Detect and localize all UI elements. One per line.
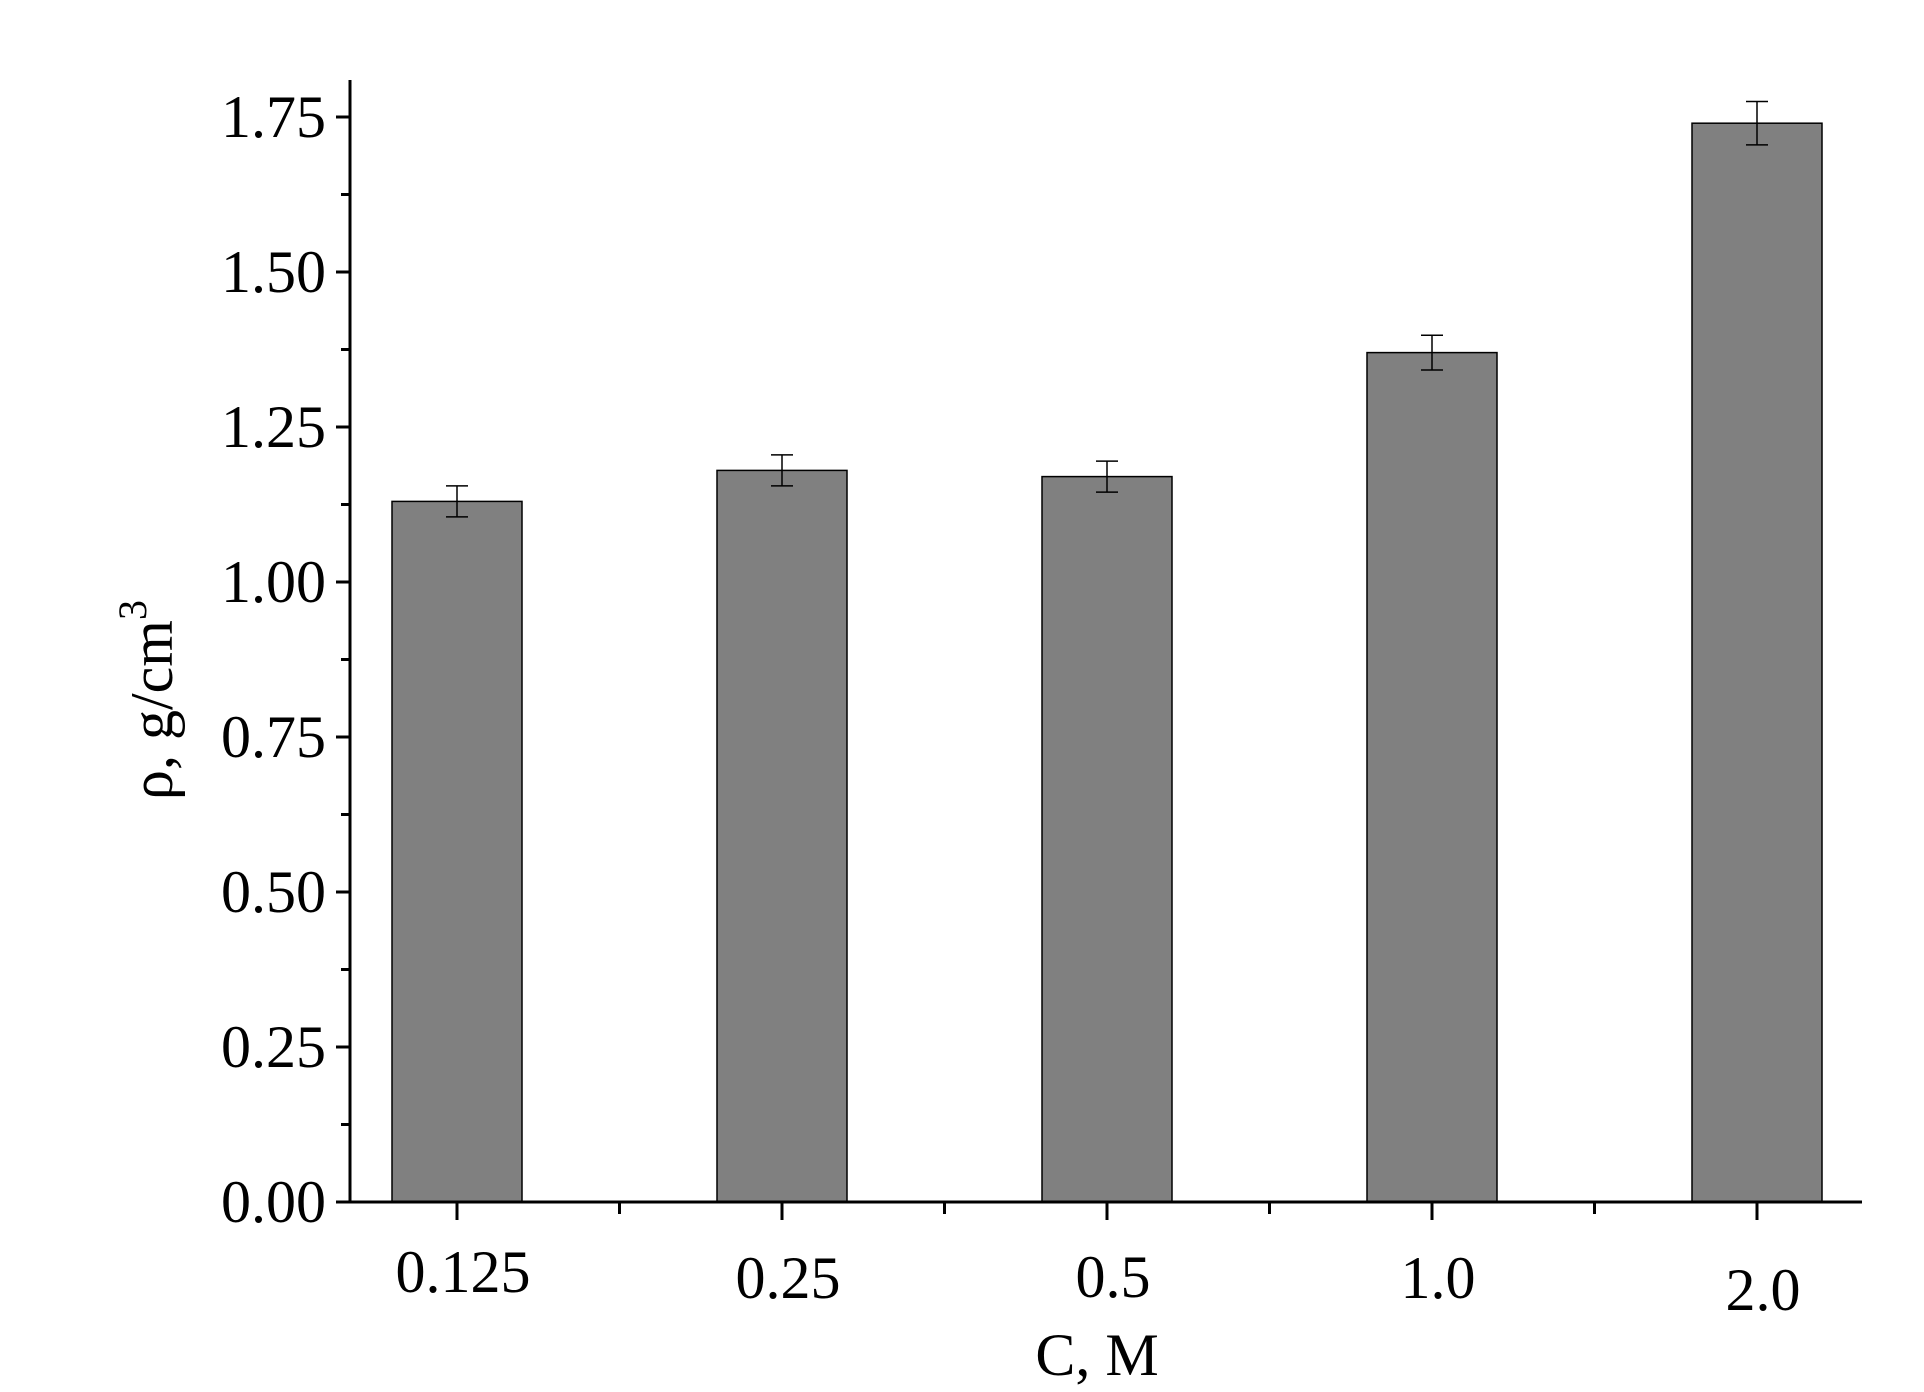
error-bar-0.5: [1096, 460, 1118, 493]
x-axis-label: C, M: [1035, 1322, 1158, 1388]
y-axis-label: ρ, g/cm3: [110, 600, 185, 800]
error-bars-layer: [446, 100, 1768, 518]
y-axis-label-main: ρ, g/cm: [119, 620, 185, 800]
x-tick-label: 0.125: [396, 1239, 531, 1305]
x-tick-label: 0.25: [736, 1245, 841, 1311]
x-ticks-layer: 0.125 0.25 0.5 1.0 2.0: [396, 1202, 1801, 1323]
y-tick-label: 1.25: [221, 394, 326, 460]
error-bar-1.0: [1421, 334, 1443, 371]
y-tick-label: 0.25: [221, 1014, 326, 1080]
y-tick-label: 1.00: [221, 549, 326, 615]
error-bar-2.0: [1746, 100, 1768, 146]
x-tick-label: 0.5: [1076, 1244, 1151, 1310]
y-tick-label: 1.50: [221, 239, 326, 305]
bar-2.0: [1691, 122, 1823, 1203]
y-ticks-layer: 0.00 0.25 0.50 0.75 1.00 1.25 1.50 1.75: [221, 84, 350, 1235]
error-bar-0.125: [446, 485, 468, 518]
bar-0.25: [716, 469, 848, 1203]
bars-layer: [391, 122, 1823, 1203]
y-tick-label: 0.00: [221, 1169, 326, 1235]
x-tick-label: 1.0: [1401, 1245, 1476, 1311]
y-tick-label: 0.50: [221, 859, 326, 925]
bar-0.5: [1041, 475, 1173, 1203]
y-tick-label: 1.75: [221, 84, 326, 150]
bar-1.0: [1366, 351, 1498, 1203]
error-bar-0.25: [771, 454, 793, 487]
x-tick-label: 2.0: [1726, 1257, 1801, 1323]
y-tick-label: 0.75: [221, 704, 326, 770]
bar-0.125: [391, 500, 523, 1203]
y-axis-label-superscript: 3: [110, 600, 155, 620]
axes-layer: [348, 80, 1862, 1204]
